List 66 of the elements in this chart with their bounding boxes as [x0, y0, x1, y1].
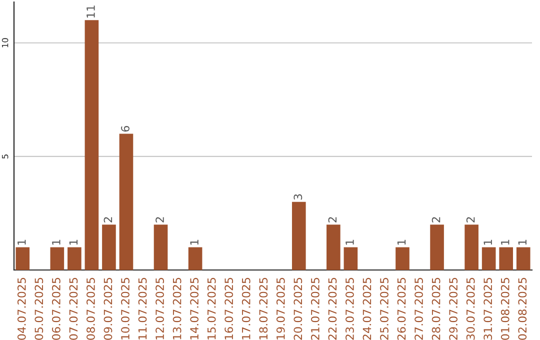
data-label: 1: [346, 240, 354, 245]
bar: [16, 247, 30, 270]
data-label: 1: [501, 240, 510, 245]
bar: [326, 224, 340, 270]
x-tick-label: 09.07.2025: [104, 278, 112, 340]
bar: [84, 20, 99, 270]
x-tick-label: 22.07.2025: [328, 278, 337, 340]
bar: [516, 247, 530, 270]
x-tick-label: 01.08.2025: [500, 278, 510, 340]
bar: [188, 247, 202, 270]
x-tick-label: 05.07.2025: [34, 278, 44, 340]
bar: [50, 247, 64, 270]
bar: [499, 247, 514, 270]
bar: [344, 247, 358, 270]
x-tick-label: 26.07.2025: [397, 278, 406, 340]
x-tick-label: 29.07.2025: [449, 278, 458, 340]
bar: [464, 224, 478, 270]
data-label: 2: [432, 217, 440, 222]
data-label: 1: [18, 240, 26, 245]
data-label: 1: [190, 240, 198, 245]
x-tick-label: 02.08.2025: [518, 278, 527, 340]
x-tick-label: 25.07.2025: [380, 278, 388, 340]
bar: [396, 247, 410, 270]
data-label: 1: [397, 240, 406, 245]
data-label: 6: [121, 126, 130, 132]
x-tick-label: 12.07.2025: [156, 278, 164, 340]
bar: [292, 202, 306, 270]
x-tick-label: 10.07.2025: [121, 278, 130, 340]
x-tick-label: 06.07.2025: [52, 278, 60, 340]
y-tick-label: 5: [2, 154, 8, 158]
x-tick-label: 18.07.2025: [259, 278, 268, 340]
x-tick-label: 17.07.2025: [242, 278, 250, 340]
y-tick-label: 10: [2, 38, 8, 48]
x-tick-label: 14.07.2025: [190, 278, 199, 340]
x-tick-label: 20.07.2025: [294, 278, 302, 340]
data-label: 1: [69, 240, 78, 245]
x-tick-label: 11.07.2025: [138, 278, 147, 340]
x-tick-label: 19.07.2025: [276, 278, 285, 340]
data-label: 2: [328, 217, 336, 222]
data-label: 2: [104, 217, 112, 222]
bar: [68, 247, 82, 270]
bar: [119, 134, 134, 270]
data-label: 1: [52, 240, 60, 245]
bar: [482, 247, 496, 270]
data-label: 2: [156, 217, 164, 222]
x-tick-label: 28.07.2025: [432, 278, 440, 340]
x-tick-label: 07.07.2025: [69, 278, 78, 340]
x-tick-label: 31.07.2025: [484, 278, 492, 340]
data-label: 1: [484, 240, 492, 245]
data-label: 1: [518, 240, 526, 245]
x-tick-label: 27.07.2025: [414, 278, 423, 340]
x-tick-label: 24.07.2025: [362, 278, 372, 340]
data-label: 2: [466, 217, 475, 222]
bar: [430, 224, 444, 270]
x-tick-label: 23.07.2025: [346, 278, 354, 340]
x-tick-label: 08.07.2025: [86, 278, 95, 340]
data-label: 11: [86, 6, 95, 18]
bar: [154, 224, 168, 270]
x-tick-label: 04.07.2025: [17, 278, 26, 340]
x-tick-label: 13.07.2025: [172, 278, 182, 340]
x-tick-label: 30.07.2025: [466, 278, 475, 340]
x-tick-label: 15.07.2025: [207, 278, 216, 340]
x-tick-label: 21.07.2025: [310, 278, 320, 340]
data-label: 3: [294, 194, 302, 200]
x-tick-label: 16.07.2025: [224, 278, 234, 340]
bar: [102, 224, 116, 270]
